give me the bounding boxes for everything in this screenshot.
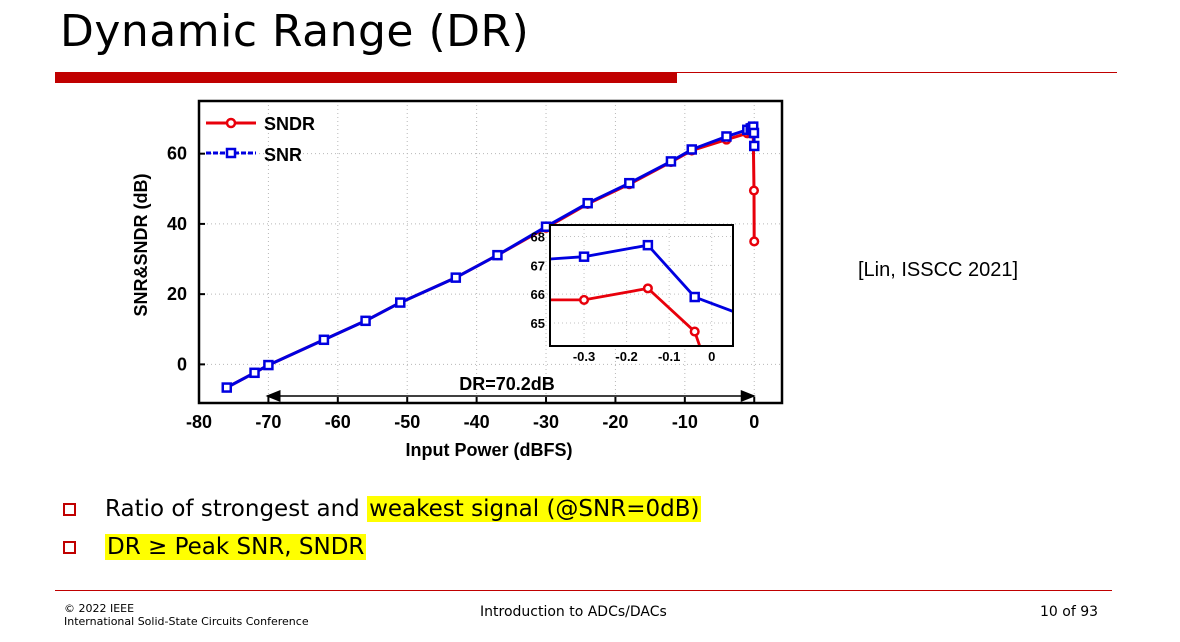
footer-copyright: © 2022 IEEE International Solid-State Ci… xyxy=(64,602,309,628)
data-point-snr xyxy=(624,177,635,189)
data-point-snr xyxy=(748,140,760,152)
title-underline-thick xyxy=(55,72,677,83)
inset-x-tick-label: 0 xyxy=(708,349,715,364)
chart-series-layer xyxy=(221,121,760,393)
bullet-text: DR ≥ Peak SNR, SNDR xyxy=(105,534,367,560)
data-point-sndr xyxy=(748,185,760,196)
title-underline-thin xyxy=(677,72,1117,73)
data-point-snr xyxy=(665,156,677,167)
bullet-highlight-text: weakest signal (@SNR=0dB) xyxy=(367,496,702,522)
footer-copyright-line2: International Solid-State Circuits Confe… xyxy=(64,615,309,628)
data-point-snr xyxy=(263,359,274,371)
bullet-item: DR ≥ Peak SNR, SNDR xyxy=(60,528,701,566)
bullet-square-icon xyxy=(63,502,76,516)
inset-y-tick-label: 68 xyxy=(531,230,545,245)
bullet-list: Ratio of strongest and weakest signal (@… xyxy=(60,490,702,566)
legend: SNDR SNR xyxy=(206,114,315,165)
inset-tick-layer: -0.3 -0.2 -0.1 0 65 66 67 68 xyxy=(531,230,716,364)
data-point-snr xyxy=(686,144,698,155)
y-tick-label: 20 xyxy=(167,284,187,304)
bullet-text: Ratio of strongest and weakest signal (@… xyxy=(105,496,702,522)
inset-data-point-snr xyxy=(642,239,654,251)
x-tick-label: -20 xyxy=(602,412,628,432)
data-point-snr xyxy=(748,127,760,139)
data-point-snr xyxy=(221,382,233,393)
x-tick-label: -80 xyxy=(186,412,212,432)
inset-y-tick-label: 66 xyxy=(531,287,545,302)
data-point-snr xyxy=(318,334,330,346)
data-point-snr xyxy=(395,297,406,308)
inset-x-tick-label: -0.3 xyxy=(573,349,595,364)
bullet-plain-text: Ratio of strongest and xyxy=(105,496,368,522)
data-point-snr xyxy=(249,367,260,379)
data-point-snr xyxy=(582,197,593,209)
bullet-highlight-text: DR ≥ Peak SNR, SNDR xyxy=(105,534,367,560)
inset-y-tick-label: 65 xyxy=(531,316,545,331)
x-tick-label: -50 xyxy=(394,412,420,432)
y-axis-label: SNR&SNDR (dB) xyxy=(131,174,151,317)
data-point-snr xyxy=(721,131,732,142)
data-point-snr xyxy=(492,249,503,261)
inset-data-point-sndr xyxy=(578,294,590,305)
bullet-square-icon xyxy=(63,540,76,554)
legend-snr-label: SNR xyxy=(264,145,302,165)
footer-page-number: 10 of 93 xyxy=(1040,604,1099,620)
footer-course-title: Introduction to ADCs/DACs xyxy=(480,604,667,620)
data-point-snr xyxy=(360,315,371,327)
y-tick-label: 40 xyxy=(167,214,187,234)
inset-background xyxy=(550,225,733,346)
legend-sndr-marker xyxy=(225,117,237,129)
inset-x-tick-label: -0.2 xyxy=(615,349,637,364)
x-tick-label: -70 xyxy=(255,412,281,432)
y-tick-label: 0 xyxy=(177,354,187,374)
inset-data-point-sndr xyxy=(642,283,653,294)
inset-zoom-plot: -0.3 -0.2 -0.1 0 65 66 67 68 xyxy=(531,224,734,364)
y-tick-label: 60 xyxy=(167,144,187,164)
data-point-sndr xyxy=(749,236,760,247)
dr-annotation: DR=70.2dB xyxy=(459,374,555,394)
inset-x-tick-label: -0.1 xyxy=(658,349,680,364)
inset-grid xyxy=(550,225,733,346)
tick-layer: -80 -70 -60 -50 -40 -30 -20 -10 0 0 20 40 60 xyxy=(167,144,759,432)
inset-frame xyxy=(549,224,734,347)
inset-series-layer xyxy=(550,239,733,346)
x-tick-label: 0 xyxy=(749,412,759,432)
x-axis-label: Input Power (dBFS) xyxy=(406,440,573,460)
data-point-snr xyxy=(450,272,462,283)
x-tick-label: -40 xyxy=(464,412,490,432)
dynamic-range-chart: -80 -70 -60 -50 -40 -30 -20 -10 0 0 20 40 60 Input P… xyxy=(131,99,784,460)
footer-copyright-line1: © 2022 IEEE xyxy=(64,602,135,615)
inset-y-tick-label: 67 xyxy=(531,258,545,273)
plot-frame xyxy=(197,99,784,405)
slide-title: Dynamic Range (DR) xyxy=(60,6,530,57)
inset-data-point-snr xyxy=(578,251,590,262)
inset-data-point-sndr xyxy=(689,326,700,337)
x-tick-label: -60 xyxy=(325,412,351,432)
footer-divider xyxy=(55,590,1112,591)
inset-data-point-snr xyxy=(689,291,700,303)
legend-snr-marker xyxy=(225,147,237,159)
citation: [Lin, ISSCC 2021] xyxy=(858,259,1019,281)
bullet-item: Ratio of strongest and weakest signal (@… xyxy=(60,490,702,528)
x-tick-label: -30 xyxy=(533,412,559,432)
x-tick-label: -10 xyxy=(672,412,698,432)
legend-sndr-label: SNDR xyxy=(264,114,315,134)
